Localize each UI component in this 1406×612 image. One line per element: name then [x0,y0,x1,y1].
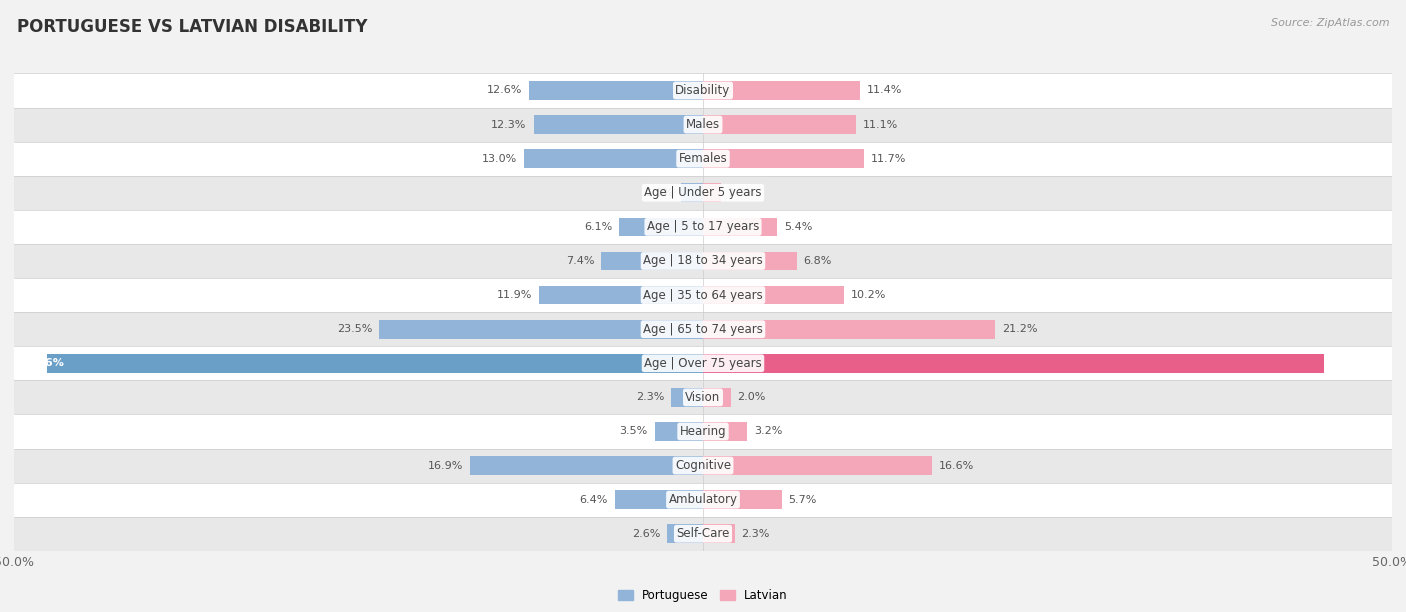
Text: Self-Care: Self-Care [676,528,730,540]
Text: Ambulatory: Ambulatory [668,493,738,506]
Bar [703,456,932,475]
Bar [668,524,703,543]
Bar [470,456,703,475]
Text: Hearing: Hearing [679,425,727,438]
Bar [14,73,1392,108]
Bar [14,278,1392,312]
Bar [703,524,735,543]
Bar [538,286,703,304]
Text: 5.7%: 5.7% [789,494,817,505]
Text: 10.2%: 10.2% [851,290,886,300]
Text: Age | 35 to 64 years: Age | 35 to 64 years [643,289,763,302]
Bar [533,115,703,134]
Text: 23.5%: 23.5% [337,324,373,334]
Bar [524,149,703,168]
Text: 1.3%: 1.3% [728,188,756,198]
Text: 3.2%: 3.2% [754,427,782,436]
Text: 16.9%: 16.9% [427,461,463,471]
Text: 7.4%: 7.4% [565,256,595,266]
Bar [530,81,703,100]
Text: 3.5%: 3.5% [620,427,648,436]
Text: 1.6%: 1.6% [645,188,673,198]
Text: Males: Males [686,118,720,131]
Bar [703,149,865,168]
Text: 2.6%: 2.6% [631,529,661,539]
Bar [14,517,1392,551]
Bar [619,217,703,236]
Text: 11.9%: 11.9% [496,290,531,300]
Bar [48,354,703,373]
Bar [703,81,860,100]
Bar [14,380,1392,414]
Bar [703,490,782,509]
Bar [655,422,703,441]
Bar [681,184,703,202]
Bar [703,320,995,338]
Text: 13.0%: 13.0% [482,154,517,163]
Text: 16.6%: 16.6% [939,461,974,471]
Text: 2.3%: 2.3% [741,529,770,539]
Text: 11.1%: 11.1% [863,119,898,130]
Text: Disability: Disability [675,84,731,97]
Bar [14,312,1392,346]
Text: 2.3%: 2.3% [636,392,665,402]
Text: 47.6%: 47.6% [25,358,63,368]
Text: 12.3%: 12.3% [491,119,527,130]
Bar [14,244,1392,278]
Bar [703,422,747,441]
Text: 6.1%: 6.1% [583,222,612,232]
Text: 6.4%: 6.4% [579,494,607,505]
Text: Vision: Vision [685,391,721,404]
Bar [14,141,1392,176]
Text: 11.7%: 11.7% [872,154,907,163]
Bar [703,388,731,407]
Bar [14,414,1392,449]
Bar [14,483,1392,517]
Text: Age | 5 to 17 years: Age | 5 to 17 years [647,220,759,233]
Text: 2.0%: 2.0% [738,392,766,402]
Text: 5.4%: 5.4% [785,222,813,232]
Text: PORTUGUESE VS LATVIAN DISABILITY: PORTUGUESE VS LATVIAN DISABILITY [17,18,367,36]
Text: 21.2%: 21.2% [1002,324,1038,334]
Bar [14,176,1392,210]
Text: Age | Over 75 years: Age | Over 75 years [644,357,762,370]
Text: Cognitive: Cognitive [675,459,731,472]
Bar [671,388,703,407]
Bar [614,490,703,509]
Bar [14,449,1392,483]
Legend: Portuguese, Latvian: Portuguese, Latvian [613,584,793,607]
Bar [14,108,1392,141]
Text: Source: ZipAtlas.com: Source: ZipAtlas.com [1271,18,1389,28]
Bar [703,354,1324,373]
Bar [703,217,778,236]
Bar [703,184,721,202]
Bar [14,210,1392,244]
Text: 11.4%: 11.4% [868,86,903,95]
Text: Age | 18 to 34 years: Age | 18 to 34 years [643,255,763,267]
Bar [600,252,703,271]
Bar [703,252,797,271]
Bar [703,115,856,134]
Text: 6.8%: 6.8% [804,256,832,266]
Text: 45.1%: 45.1% [1343,358,1381,368]
Text: Age | 65 to 74 years: Age | 65 to 74 years [643,323,763,335]
Text: 12.6%: 12.6% [486,86,523,95]
Bar [703,286,844,304]
Text: Age | Under 5 years: Age | Under 5 years [644,186,762,200]
Bar [14,346,1392,380]
Bar [380,320,703,338]
Text: Females: Females [679,152,727,165]
